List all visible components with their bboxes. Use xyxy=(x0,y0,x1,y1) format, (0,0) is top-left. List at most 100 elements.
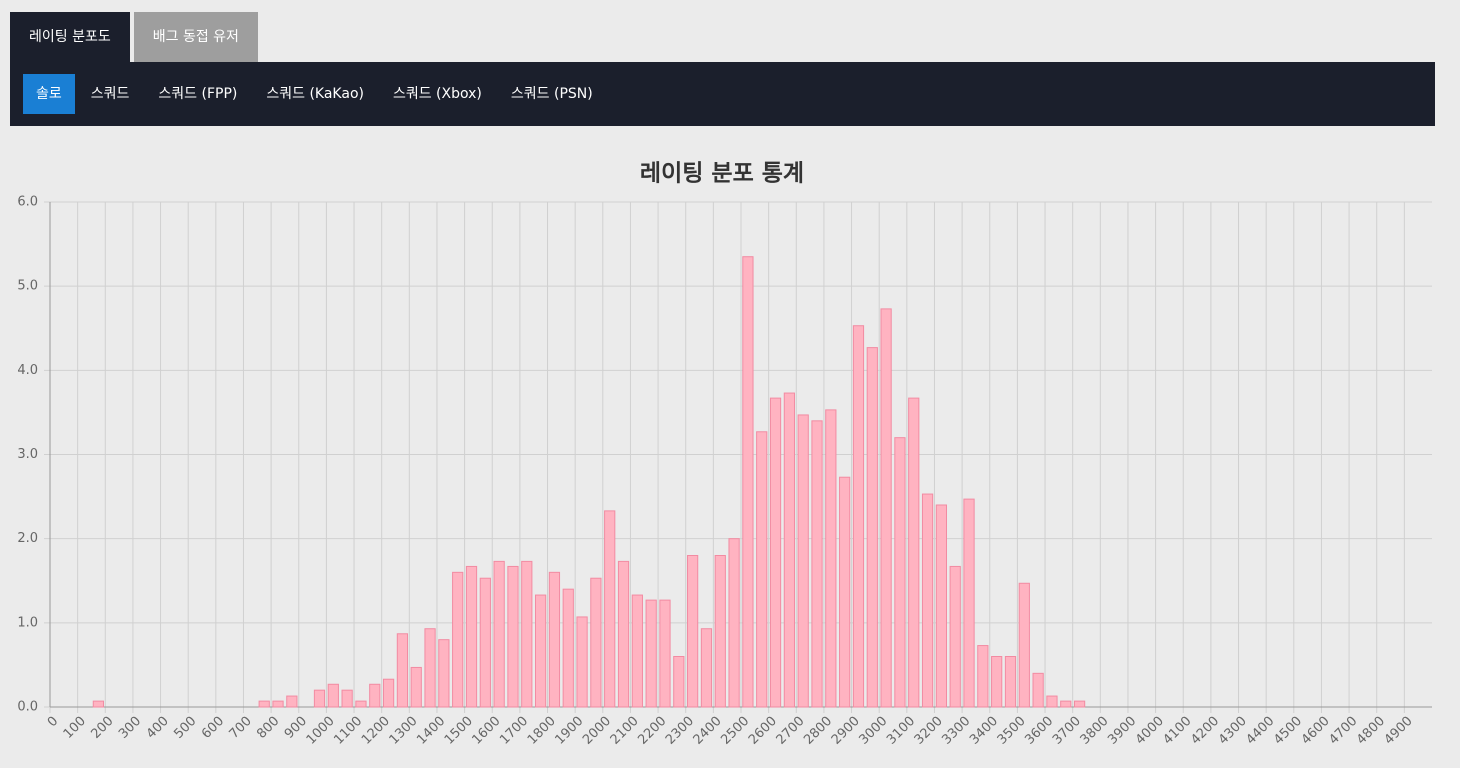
x-tick-label: 4000 xyxy=(1133,714,1167,748)
x-tick-label: 3200 xyxy=(912,714,946,748)
tab[interactable]: 배그 동접 유저 xyxy=(133,12,258,62)
x-tick-label: 3700 xyxy=(1050,714,1084,748)
bar xyxy=(604,510,616,708)
bar xyxy=(617,560,630,708)
x-tick-label: 600 xyxy=(199,714,227,742)
chart-title: 레이팅 분포 통계 xyxy=(640,161,804,187)
bar xyxy=(92,700,104,708)
x-tick-label: 1700 xyxy=(497,714,531,748)
bar xyxy=(286,695,298,708)
bar xyxy=(424,628,436,708)
x-tick-label: 3000 xyxy=(856,714,890,748)
bar xyxy=(313,689,326,708)
bar xyxy=(977,645,989,708)
bar xyxy=(825,409,837,708)
bar xyxy=(756,431,768,708)
bar xyxy=(880,308,892,708)
x-tick-label: 4700 xyxy=(1326,714,1360,748)
x-tick-label: 3300 xyxy=(939,714,973,748)
bar xyxy=(590,577,602,708)
x-tick-label: 1500 xyxy=(442,714,476,748)
bar xyxy=(714,555,726,708)
x-tick-label: 4600 xyxy=(1299,714,1333,748)
bar xyxy=(866,347,878,708)
bar xyxy=(991,656,1003,708)
y-tick-label: 0.0 xyxy=(17,700,38,715)
bar xyxy=(700,628,713,708)
x-tick-label: 3600 xyxy=(1022,714,1056,748)
x-tick-label: 4300 xyxy=(1216,714,1250,748)
bar xyxy=(507,565,519,708)
bar xyxy=(742,256,754,708)
x-tick-label: 2000 xyxy=(580,714,614,748)
subtab[interactable]: 솔로 xyxy=(23,74,75,114)
x-tick-label: 100 xyxy=(61,714,89,742)
bar xyxy=(438,639,450,708)
bar xyxy=(1032,672,1044,708)
bar xyxy=(769,397,782,708)
bar xyxy=(327,683,339,708)
y-tick-label: 6.0 xyxy=(17,195,38,210)
bar xyxy=(479,577,491,708)
tab[interactable]: 레이팅 분포도 xyxy=(10,12,130,62)
bar xyxy=(728,538,740,708)
bar xyxy=(935,504,948,708)
bar xyxy=(949,565,961,708)
x-tick-label: 4900 xyxy=(1382,714,1416,748)
bar xyxy=(355,700,367,708)
x-tick-label: 200 xyxy=(88,714,116,742)
bar xyxy=(631,594,643,708)
x-tick-label: 2600 xyxy=(746,714,780,748)
subtab[interactable]: 스쿼드 (PSN) xyxy=(510,86,593,102)
bar xyxy=(341,689,353,708)
x-tick-label: 1400 xyxy=(414,714,448,748)
subtab[interactable]: 스쿼드 (KaKao) xyxy=(266,86,364,102)
x-tick-label: 0 xyxy=(45,714,61,730)
y-tick-label: 2.0 xyxy=(17,531,38,546)
bar xyxy=(465,565,478,708)
subtab[interactable]: 스쿼드 (FPP) xyxy=(158,86,238,102)
bar xyxy=(783,392,795,708)
x-tick-label: 2900 xyxy=(829,714,863,748)
bar xyxy=(534,594,547,708)
bar xyxy=(963,498,975,708)
bar xyxy=(369,683,381,708)
chart: 레이팅 분포 통계 0.01.02.03.04.05.06.00 100 200 30… xyxy=(17,161,1432,748)
bar xyxy=(687,555,699,708)
x-tick-label: 2800 xyxy=(801,714,835,748)
bar xyxy=(493,560,505,708)
nav-bar: 솔로 스쿼드 스쿼드 (FPP) 스쿼드 (KaKao) 스쿼드 (Xbox) 스쿼드 (… xyxy=(10,62,1435,126)
x-tick-label: 2200 xyxy=(635,714,669,748)
x-tick-label: 1100 xyxy=(331,714,365,748)
x-tick-label: 1200 xyxy=(359,714,393,748)
x-tick-label: 300 xyxy=(116,714,144,742)
y-tick-label: 1.0 xyxy=(17,615,38,630)
bar xyxy=(894,437,906,708)
x-tick-label: 2700 xyxy=(774,714,808,748)
x-tick-label: 1000 xyxy=(304,714,338,748)
bar xyxy=(396,633,409,708)
x-tick-label: 1600 xyxy=(470,714,504,748)
bar xyxy=(908,397,920,708)
bar xyxy=(258,700,270,708)
bar xyxy=(452,571,464,708)
x-tick-label: 4400 xyxy=(1243,714,1277,748)
x-tick-label: 4200 xyxy=(1188,714,1222,748)
x-tick-label: 2400 xyxy=(691,714,725,748)
bar xyxy=(1004,656,1017,708)
bar xyxy=(548,571,561,708)
x-tick-label: 4800 xyxy=(1354,714,1388,748)
bar xyxy=(562,588,574,708)
x-tick-label: 2100 xyxy=(608,714,642,748)
bar xyxy=(272,700,284,708)
tab-bar: 레이팅 분포도 배그 동접 유저 xyxy=(10,12,258,62)
x-tick-label: 700 xyxy=(227,714,255,742)
bar xyxy=(382,678,395,708)
x-tick-label: 4500 xyxy=(1271,714,1305,748)
subtab[interactable]: 스쿼드 (Xbox) xyxy=(392,86,482,102)
x-tick-label: 4100 xyxy=(1161,714,1195,748)
bar xyxy=(921,493,934,708)
subtab[interactable]: 스쿼드 xyxy=(90,86,130,102)
bar xyxy=(673,656,685,708)
